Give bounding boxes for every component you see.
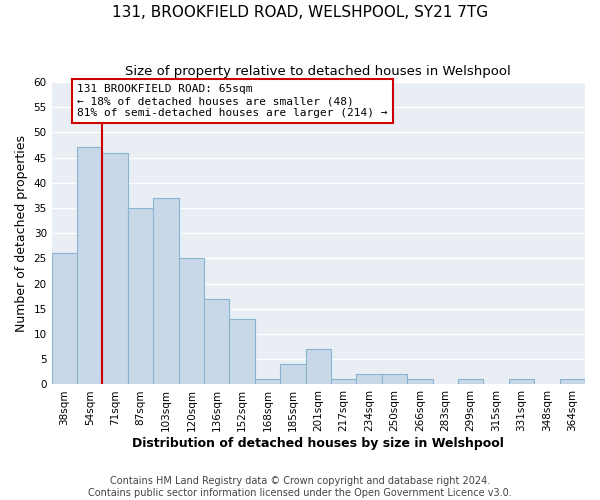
Bar — [458, 380, 484, 384]
Bar — [560, 380, 585, 384]
Y-axis label: Number of detached properties: Number of detached properties — [15, 134, 28, 332]
Bar — [204, 298, 229, 384]
Bar — [356, 374, 382, 384]
Bar — [407, 380, 433, 384]
Title: Size of property relative to detached houses in Welshpool: Size of property relative to detached ho… — [125, 65, 511, 78]
Bar — [331, 380, 356, 384]
Bar — [229, 319, 255, 384]
Bar — [280, 364, 305, 384]
Bar — [153, 198, 179, 384]
Text: Contains HM Land Registry data © Crown copyright and database right 2024.
Contai: Contains HM Land Registry data © Crown c… — [88, 476, 512, 498]
Bar — [255, 380, 280, 384]
Bar — [77, 148, 103, 384]
Text: 131, BROOKFIELD ROAD, WELSHPOOL, SY21 7TG: 131, BROOKFIELD ROAD, WELSHPOOL, SY21 7T… — [112, 5, 488, 20]
Bar — [103, 152, 128, 384]
Text: 131 BROOKFIELD ROAD: 65sqm
← 18% of detached houses are smaller (48)
81% of semi: 131 BROOKFIELD ROAD: 65sqm ← 18% of deta… — [77, 84, 388, 117]
Bar — [52, 254, 77, 384]
Bar — [179, 258, 204, 384]
X-axis label: Distribution of detached houses by size in Welshpool: Distribution of detached houses by size … — [133, 437, 504, 450]
Bar — [305, 349, 331, 384]
Bar — [382, 374, 407, 384]
Bar — [128, 208, 153, 384]
Bar — [509, 380, 534, 384]
